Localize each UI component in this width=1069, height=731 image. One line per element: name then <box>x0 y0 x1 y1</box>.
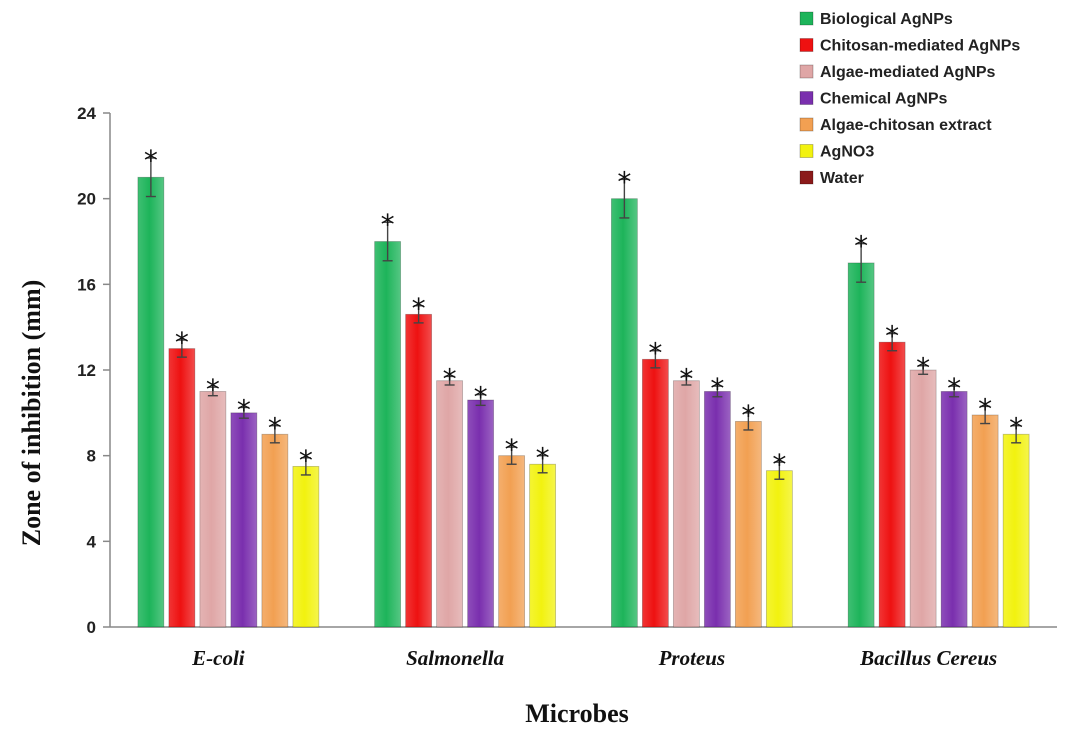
bar <box>971 414 999 628</box>
significance-star: * <box>505 433 519 466</box>
significance-star: * <box>679 362 693 395</box>
bar <box>610 198 638 628</box>
significance-star: * <box>772 448 786 481</box>
bar <box>878 341 906 628</box>
significance-star: * <box>854 230 868 263</box>
legend: Biological AgNPs Chitosan-mediated AgNPs A… <box>799 11 1020 187</box>
legend-label: Algae-chitosan extract <box>820 117 992 134</box>
bar <box>467 399 495 628</box>
significance-star: * <box>978 392 992 425</box>
y-tick-label: 8 <box>87 447 96 466</box>
bar <box>199 391 227 628</box>
legend-swatch <box>799 144 814 158</box>
bar <box>641 358 669 628</box>
x-tick-label: Proteus <box>658 646 726 670</box>
y-tick-label: 20 <box>77 190 96 209</box>
y-tick-label: 12 <box>77 361 96 380</box>
legend-swatch <box>799 91 814 105</box>
legend-swatch <box>799 11 814 26</box>
significance-star: * <box>617 165 631 198</box>
bar <box>847 262 875 628</box>
significance-star: * <box>443 362 457 395</box>
significance-star: * <box>474 381 488 414</box>
bars: * * * * * * * * * * * * * * * * * * * * * * * * <box>137 144 1030 628</box>
significance-star: * <box>144 144 158 177</box>
bar <box>292 465 320 628</box>
significance-star: * <box>381 208 395 241</box>
bar <box>405 313 433 628</box>
significance-star: * <box>947 372 961 405</box>
significance-star: * <box>299 444 313 477</box>
x-axis-title: Microbes <box>525 699 629 728</box>
bar <box>1002 433 1030 628</box>
legend-label: Chitosan-mediated AgNPs <box>820 38 1020 55</box>
significance-star: * <box>536 442 550 475</box>
bar <box>137 176 165 628</box>
x-tick-label: Bacillus Cereus <box>859 646 997 670</box>
y-tick-label: 4 <box>87 532 97 551</box>
legend-label: Algae-mediated AgNPs <box>820 64 996 81</box>
significance-star: * <box>916 352 930 385</box>
significance-star: * <box>206 373 220 406</box>
bar <box>909 369 937 628</box>
significance-star: * <box>885 320 899 353</box>
legend-swatch <box>799 117 814 132</box>
legend-swatch <box>799 38 814 52</box>
legend-label: Biological AgNPs <box>820 11 953 28</box>
significance-star: * <box>710 372 724 405</box>
significance-star: * <box>175 326 189 359</box>
legend-label: Water <box>820 170 864 187</box>
y-tick-label: 0 <box>87 618 96 637</box>
significance-star: * <box>1009 412 1023 445</box>
bar <box>498 455 526 628</box>
y-tick-label: 16 <box>77 275 96 294</box>
bar <box>940 391 968 628</box>
x-tick-label: E-coli <box>191 646 245 670</box>
bar <box>436 380 464 628</box>
significance-star: * <box>237 393 251 426</box>
bar <box>734 420 762 628</box>
legend-swatch <box>799 64 814 79</box>
significance-star: * <box>412 292 426 325</box>
y-tick-label: 24 <box>77 104 96 123</box>
bar <box>168 348 196 628</box>
significance-star: * <box>741 399 755 432</box>
axes: 0 4 8 12 16 20 24 E-coli Salmonella Proteus Bacill… <box>77 104 1057 670</box>
legend-label: AgNO3 <box>820 144 874 161</box>
significance-star: * <box>268 412 282 445</box>
bar <box>703 391 731 628</box>
bar <box>374 241 402 628</box>
bar <box>261 433 289 628</box>
legend-label: Chemical AgNPs <box>820 91 948 108</box>
legend-swatch <box>799 170 814 185</box>
bar <box>672 380 700 628</box>
bar <box>529 463 557 628</box>
x-tick-label: Salmonella <box>406 646 504 670</box>
y-axis-title: Zone of inhibition (mm) <box>17 280 46 547</box>
bar <box>765 470 793 628</box>
bar <box>230 412 258 628</box>
significance-star: * <box>648 337 662 370</box>
